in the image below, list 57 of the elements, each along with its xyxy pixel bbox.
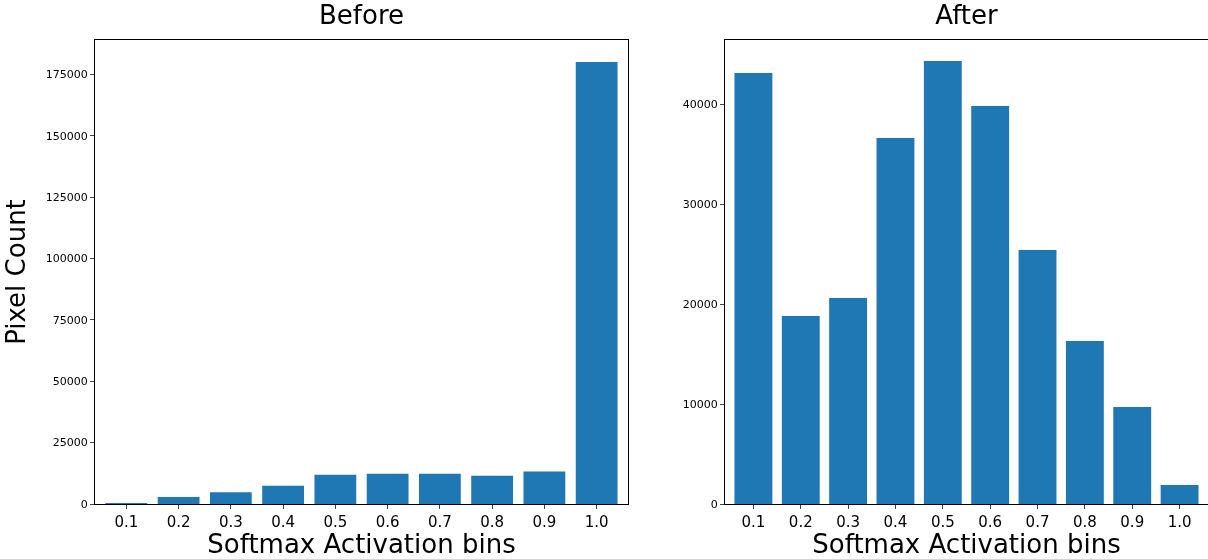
y-tick-label: 50000	[52, 375, 88, 389]
bar	[829, 298, 868, 504]
x-axis-title: Softmax Activation bins	[812, 529, 1121, 559]
bar	[1160, 485, 1199, 504]
bar	[314, 474, 357, 504]
y-tick-label: 175000	[45, 68, 88, 82]
bar	[523, 471, 566, 504]
y-tick-label: 20000	[682, 297, 718, 311]
x-axis-title: Softmax Activation bins	[207, 529, 516, 559]
chart-title: Before	[318, 0, 405, 30]
y-tick-label: 75000	[52, 313, 88, 327]
bar	[1113, 407, 1152, 504]
bar	[971, 106, 1010, 504]
chart-title: After	[935, 0, 999, 30]
x-tick-label: 0.4	[271, 513, 296, 531]
bar	[734, 73, 773, 504]
bar	[262, 485, 305, 504]
x-tick-label: 0.2	[788, 513, 813, 531]
y-tick-label: 0	[710, 497, 718, 511]
x-tick-label: 0.5	[930, 513, 955, 531]
x-tick-label: 0.6	[978, 513, 1003, 531]
y-tick-label: 125000	[45, 190, 88, 204]
y-tick-label: 0	[80, 497, 88, 511]
bar	[575, 62, 618, 504]
x-tick-label: 1.0	[584, 513, 609, 531]
bar	[209, 492, 252, 504]
bar	[876, 138, 915, 504]
x-tick-label: 0.9	[1120, 513, 1145, 531]
y-tick-label: 10000	[682, 397, 718, 411]
x-tick-label: 0.3	[218, 513, 243, 531]
x-tick-label: 0.8	[480, 513, 505, 531]
bar	[157, 497, 200, 504]
x-tick-label: 0.2	[166, 513, 191, 531]
y-tick-label: 40000	[682, 97, 718, 111]
x-tick-label: 0.5	[323, 513, 348, 531]
bar	[923, 61, 962, 504]
x-tick-label: 0.1	[114, 513, 139, 531]
x-tick-label: 0.3	[836, 513, 861, 531]
x-tick-label: 1.0	[1167, 513, 1192, 531]
bar	[471, 475, 514, 504]
x-tick-label: 0.1	[741, 513, 766, 531]
x-tick-label: 0.4	[883, 513, 908, 531]
y-axis-title: Pixel Count	[1, 199, 32, 345]
bar	[1018, 250, 1057, 504]
y-tick-label: 25000	[52, 436, 88, 450]
x-tick-label: 0.8	[1072, 513, 1097, 531]
x-tick-label: 0.7	[1025, 513, 1050, 531]
x-tick-label: 0.9	[532, 513, 557, 531]
x-tick-label: 0.7	[427, 513, 452, 531]
y-tick-label: 100000	[45, 252, 88, 266]
x-tick-label: 0.6	[375, 513, 400, 531]
bar	[1065, 341, 1104, 504]
bar	[418, 473, 461, 504]
bar	[781, 316, 820, 504]
bar	[366, 473, 409, 504]
y-tick-label: 150000	[45, 129, 88, 143]
y-tick-label: 30000	[682, 197, 718, 211]
